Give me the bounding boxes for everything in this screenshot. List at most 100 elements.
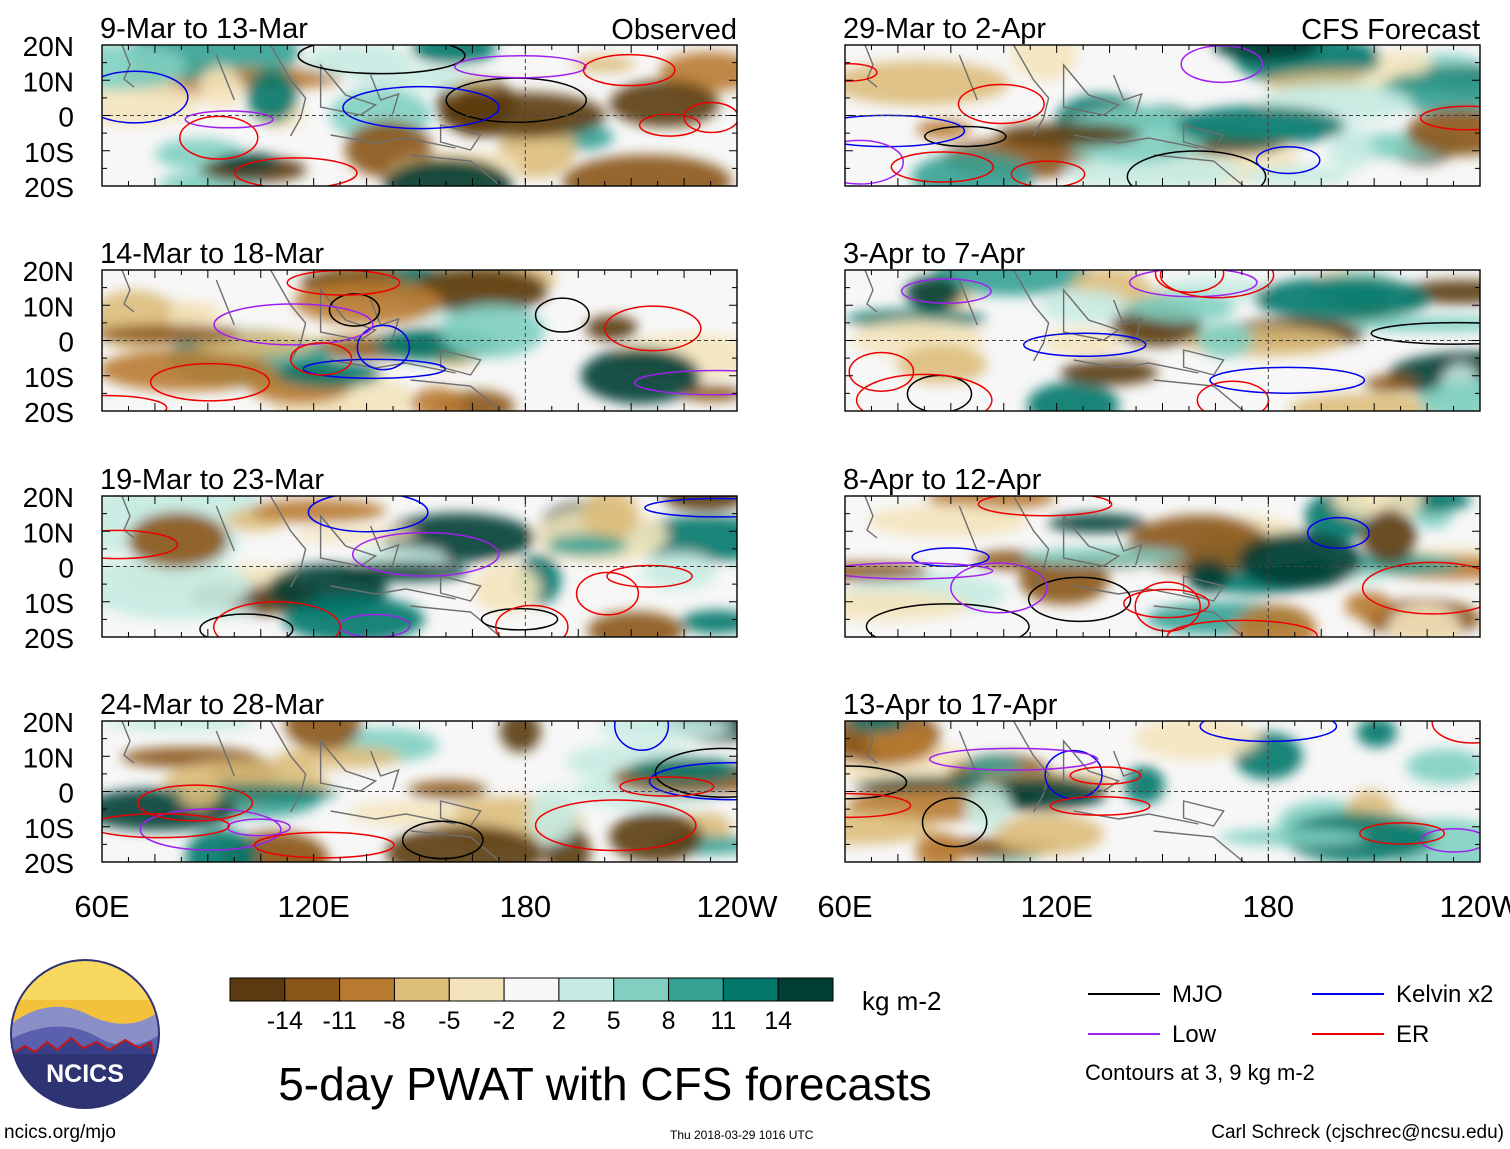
map-panel: 20N 10N 0 10S 20S 19-Mar to 23-Mar	[23, 464, 738, 654]
anomaly-region	[1242, 165, 1350, 186]
anomaly-region	[216, 153, 280, 171]
lat-tick-label: 0	[58, 553, 74, 584]
wave-contour	[1154, 270, 1225, 294]
wave-contour	[845, 562, 994, 580]
map-panel: 3-Apr to 7-Apr	[843, 238, 1481, 412]
anomaly-region	[1406, 108, 1480, 156]
anomaly-region	[102, 556, 252, 616]
anomaly-region	[845, 811, 936, 845]
coastlines	[121, 496, 502, 637]
anomaly-region	[1339, 554, 1462, 575]
lat-tick-label: 10S	[24, 813, 74, 844]
site-url[interactable]: ncics.org/mjo	[4, 1122, 116, 1143]
anomaly-region	[680, 610, 737, 634]
anomaly-region	[408, 780, 488, 799]
anomaly-region	[1044, 328, 1121, 357]
lat-tick-label: 20S	[24, 397, 74, 428]
anomaly-region	[249, 498, 386, 523]
legend-note: Contours at 3, 9 kg m-2	[1085, 1060, 1315, 1085]
wave-contour	[454, 54, 587, 79]
lon-tick-label: 60E	[817, 889, 872, 924]
legend-label: Kelvin x2	[1396, 981, 1493, 1008]
colorbar-swatch	[448, 977, 505, 1002]
anomaly-region	[167, 301, 224, 332]
wave-contour	[845, 792, 912, 819]
map-panel: 13-Apr to 17-Apr 60E 120E 180 120W	[817, 689, 1510, 924]
anomaly-region	[1027, 381, 1120, 411]
colorbar-tick-label: -14	[267, 1007, 303, 1035]
colorbar-swatch	[284, 977, 341, 1002]
anomaly-region	[993, 813, 1104, 855]
panel-title: 24-Mar to 28-Mar	[100, 689, 324, 721]
anomaly-region	[1123, 766, 1165, 805]
anomaly-region	[412, 270, 548, 314]
anomaly-region	[1018, 554, 1110, 605]
anomaly-region	[866, 724, 937, 764]
anomaly-region	[274, 746, 402, 769]
wave-contour	[302, 358, 447, 380]
wave-contour	[613, 721, 670, 751]
wave-contour	[342, 85, 500, 130]
lat-tick-label: 20S	[24, 623, 74, 654]
map-panel: 8-Apr to 12-Apr	[843, 464, 1481, 638]
wave-contour	[297, 45, 466, 75]
wave-contour	[1128, 270, 1258, 298]
anomaly-region	[1419, 381, 1480, 411]
anomaly-region	[1213, 45, 1321, 62]
anomaly-region	[1327, 126, 1373, 171]
colorbar-tick-label: 11	[710, 1007, 736, 1035]
wave-contour	[1255, 145, 1321, 175]
anomaly-region	[1196, 322, 1254, 358]
wave-contour	[1306, 516, 1370, 549]
lon-tick-label: 120E	[277, 889, 349, 924]
coastlines	[864, 45, 1245, 186]
wave-contour	[977, 496, 1113, 517]
anomaly-region	[105, 721, 257, 732]
anomaly-region	[572, 56, 636, 73]
wave-contour	[683, 101, 737, 134]
wave-contour	[1419, 105, 1480, 131]
lat-tick-label: 10S	[24, 588, 74, 619]
colorbar-swatch	[393, 977, 450, 1002]
author-credit: Carl Schreck (cjschrec@ncsu.edu)	[1211, 1122, 1504, 1143]
wave-contour	[1069, 766, 1142, 785]
anomaly-region	[905, 275, 962, 311]
colorbar-tick-label: -8	[383, 1007, 405, 1035]
lat-tick-label: 0	[58, 327, 74, 358]
wave-contour	[865, 603, 1030, 637]
lat-tick-label: 10N	[23, 66, 74, 97]
wave-contour	[1126, 150, 1267, 186]
anomaly-region	[500, 721, 541, 753]
anomaly-region	[932, 270, 1090, 296]
lat-tick-label: 10S	[24, 137, 74, 168]
anomaly-region	[585, 315, 638, 341]
anomaly-region	[580, 347, 701, 404]
panel-title: 14-Mar to 18-Mar	[100, 238, 324, 270]
map-panel: 20N 10N 0 10S 20S 24-Mar to 28-Mar 60E 120E 180 1…	[23, 689, 779, 924]
anomaly-region	[1175, 105, 1346, 146]
anomaly-region	[284, 721, 362, 751]
wave-contour	[234, 157, 358, 186]
lat-tick-label: 0	[58, 102, 74, 133]
legend-label: MJO	[1172, 981, 1223, 1008]
anomaly-region	[1134, 721, 1260, 760]
wave-contour	[480, 607, 559, 631]
anomaly-region	[178, 777, 220, 809]
wave-contour	[890, 151, 994, 183]
wave-contour	[606, 564, 693, 588]
map-panel: 29-Mar to 2-Apr CFS Forecast	[843, 13, 1481, 187]
lat-tick-label: 20S	[24, 848, 74, 879]
wave-contour	[328, 293, 381, 327]
wave-contour	[212, 601, 341, 637]
wave-contour	[1370, 321, 1480, 345]
anomaly-region	[411, 387, 464, 411]
anomaly-region	[1288, 393, 1442, 411]
wave-contour	[604, 305, 702, 352]
wave-contour	[356, 324, 411, 371]
lat-tick-label: 20N	[23, 256, 74, 287]
legend: MJO Kelvin x2 Low ER	[1088, 981, 1493, 1048]
colorbar-swatch	[558, 977, 615, 1002]
wave-contour	[845, 139, 904, 185]
anomaly-region	[562, 154, 732, 186]
wave-contour	[149, 362, 271, 402]
